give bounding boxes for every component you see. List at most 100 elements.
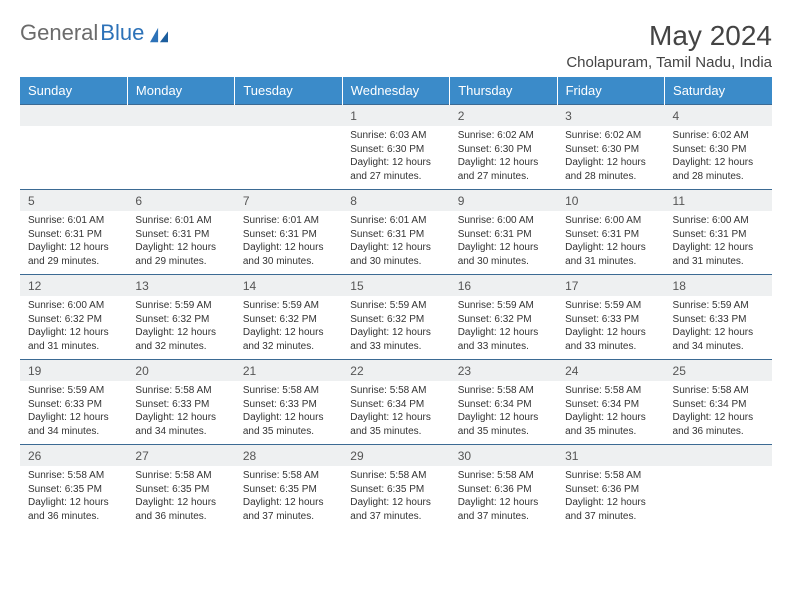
daylight-text-2: and 37 minutes. — [458, 510, 549, 524]
page-title: May 2024 — [566, 20, 772, 52]
sunrise-text: Sunrise: 5:59 AM — [350, 299, 441, 313]
sunrise-text: Sunrise: 5:59 AM — [243, 299, 334, 313]
day-header: Tuesday — [235, 77, 342, 105]
sunset-text: Sunset: 6:36 PM — [458, 483, 549, 497]
sunset-text: Sunset: 6:31 PM — [135, 228, 226, 242]
daylight-text-1: Daylight: 12 hours — [135, 326, 226, 340]
day-detail-cell: Sunrise: 5:59 AMSunset: 6:33 PMDaylight:… — [20, 381, 127, 445]
day-detail-cell: Sunrise: 6:03 AMSunset: 6:30 PMDaylight:… — [342, 126, 449, 190]
day-number-cell: 17 — [557, 275, 664, 297]
daylight-text-1: Daylight: 12 hours — [350, 411, 441, 425]
sunrise-text: Sunrise: 6:01 AM — [28, 214, 119, 228]
daylight-text-1: Daylight: 12 hours — [458, 326, 549, 340]
day-number-cell: 9 — [450, 190, 557, 212]
sunrise-text: Sunrise: 6:01 AM — [350, 214, 441, 228]
sunrise-text: Sunrise: 5:59 AM — [673, 299, 764, 313]
day-detail-cell — [235, 126, 342, 190]
sunrise-text: Sunrise: 5:58 AM — [243, 469, 334, 483]
day-detail-cell: Sunrise: 6:02 AMSunset: 6:30 PMDaylight:… — [450, 126, 557, 190]
daylight-text-2: and 31 minutes. — [28, 340, 119, 354]
day-detail-cell: Sunrise: 5:58 AMSunset: 6:34 PMDaylight:… — [342, 381, 449, 445]
week-number-row: 12131415161718 — [20, 275, 772, 297]
sunset-text: Sunset: 6:35 PM — [243, 483, 334, 497]
day-number-cell: 12 — [20, 275, 127, 297]
sunrise-text: Sunrise: 5:58 AM — [135, 384, 226, 398]
daylight-text-2: and 29 minutes. — [135, 255, 226, 269]
daylight-text-2: and 33 minutes. — [565, 340, 656, 354]
sunset-text: Sunset: 6:31 PM — [673, 228, 764, 242]
daylight-text-1: Daylight: 12 hours — [673, 326, 764, 340]
daylight-text-1: Daylight: 12 hours — [28, 326, 119, 340]
daylight-text-1: Daylight: 12 hours — [243, 241, 334, 255]
week-number-row: 262728293031 — [20, 445, 772, 467]
day-detail-cell: Sunrise: 5:58 AMSunset: 6:35 PMDaylight:… — [235, 466, 342, 529]
day-number-cell — [235, 105, 342, 127]
sunrise-text: Sunrise: 6:00 AM — [673, 214, 764, 228]
daylight-text-2: and 35 minutes. — [350, 425, 441, 439]
sunset-text: Sunset: 6:31 PM — [243, 228, 334, 242]
sunset-text: Sunset: 6:34 PM — [565, 398, 656, 412]
daylight-text-2: and 29 minutes. — [28, 255, 119, 269]
day-number-cell: 3 — [557, 105, 664, 127]
daylight-text-1: Daylight: 12 hours — [458, 411, 549, 425]
week-detail-row: Sunrise: 5:58 AMSunset: 6:35 PMDaylight:… — [20, 466, 772, 529]
day-detail-cell: Sunrise: 6:02 AMSunset: 6:30 PMDaylight:… — [665, 126, 772, 190]
day-number-cell: 23 — [450, 360, 557, 382]
daylight-text-2: and 37 minutes. — [565, 510, 656, 524]
sunrise-text: Sunrise: 5:58 AM — [565, 469, 656, 483]
sunrise-text: Sunrise: 5:58 AM — [350, 384, 441, 398]
day-number-cell: 20 — [127, 360, 234, 382]
day-number-cell: 14 — [235, 275, 342, 297]
daylight-text-2: and 35 minutes. — [458, 425, 549, 439]
day-header: Friday — [557, 77, 664, 105]
daylight-text-1: Daylight: 12 hours — [243, 326, 334, 340]
sunrise-text: Sunrise: 6:02 AM — [458, 129, 549, 143]
calendar-page: GeneralBlue May 2024 Cholapuram, Tamil N… — [0, 0, 792, 539]
sunset-text: Sunset: 6:31 PM — [28, 228, 119, 242]
location-label: Cholapuram, Tamil Nadu, India — [566, 54, 772, 71]
daylight-text-2: and 30 minutes. — [350, 255, 441, 269]
day-detail-cell: Sunrise: 5:58 AMSunset: 6:36 PMDaylight:… — [557, 466, 664, 529]
daylight-text-1: Daylight: 12 hours — [565, 156, 656, 170]
day-header: Thursday — [450, 77, 557, 105]
sunset-text: Sunset: 6:32 PM — [243, 313, 334, 327]
sunrise-text: Sunrise: 6:00 AM — [458, 214, 549, 228]
day-number-cell: 24 — [557, 360, 664, 382]
daylight-text-1: Daylight: 12 hours — [135, 411, 226, 425]
day-number-cell: 15 — [342, 275, 449, 297]
sunrise-text: Sunrise: 6:02 AM — [673, 129, 764, 143]
sunset-text: Sunset: 6:33 PM — [673, 313, 764, 327]
brand-part1: General — [20, 20, 98, 46]
day-detail-cell: Sunrise: 6:01 AMSunset: 6:31 PMDaylight:… — [235, 211, 342, 275]
sunset-text: Sunset: 6:33 PM — [135, 398, 226, 412]
daylight-text-1: Daylight: 12 hours — [673, 241, 764, 255]
sunset-text: Sunset: 6:35 PM — [28, 483, 119, 497]
day-header: Sunday — [20, 77, 127, 105]
day-number-cell: 10 — [557, 190, 664, 212]
day-detail-cell: Sunrise: 6:02 AMSunset: 6:30 PMDaylight:… — [557, 126, 664, 190]
sunset-text: Sunset: 6:31 PM — [565, 228, 656, 242]
day-number-cell: 26 — [20, 445, 127, 467]
day-number-cell: 8 — [342, 190, 449, 212]
daylight-text-1: Daylight: 12 hours — [565, 241, 656, 255]
day-number-cell: 22 — [342, 360, 449, 382]
sunset-text: Sunset: 6:35 PM — [350, 483, 441, 497]
day-number-cell — [20, 105, 127, 127]
daylight-text-2: and 30 minutes. — [458, 255, 549, 269]
daylight-text-1: Daylight: 12 hours — [28, 241, 119, 255]
day-number-cell: 2 — [450, 105, 557, 127]
day-detail-cell: Sunrise: 5:58 AMSunset: 6:34 PMDaylight:… — [557, 381, 664, 445]
week-detail-row: Sunrise: 5:59 AMSunset: 6:33 PMDaylight:… — [20, 381, 772, 445]
daylight-text-2: and 32 minutes. — [243, 340, 334, 354]
day-header: Monday — [127, 77, 234, 105]
day-number-cell: 27 — [127, 445, 234, 467]
sunrise-text: Sunrise: 5:59 AM — [28, 384, 119, 398]
sunrise-text: Sunrise: 5:58 AM — [458, 469, 549, 483]
daylight-text-1: Daylight: 12 hours — [243, 411, 334, 425]
day-number-cell: 13 — [127, 275, 234, 297]
week-detail-row: Sunrise: 6:01 AMSunset: 6:31 PMDaylight:… — [20, 211, 772, 275]
calendar-header-row: SundayMondayTuesdayWednesdayThursdayFrid… — [20, 77, 772, 105]
day-number-cell: 28 — [235, 445, 342, 467]
daylight-text-1: Daylight: 12 hours — [565, 496, 656, 510]
daylight-text-1: Daylight: 12 hours — [673, 411, 764, 425]
